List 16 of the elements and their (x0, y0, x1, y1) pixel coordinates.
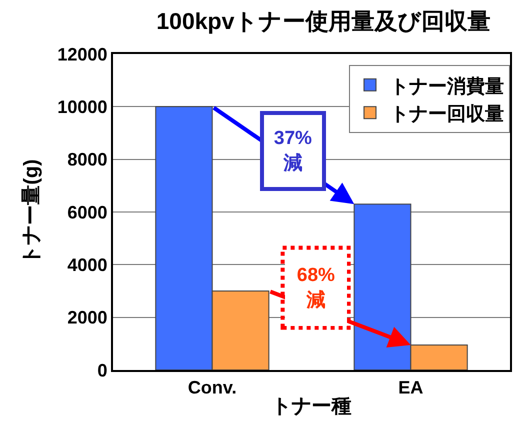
y-tick-label: 12000 (57, 44, 108, 64)
y-tick-label: 6000 (67, 202, 108, 222)
x-tick-label: Conv. (188, 378, 237, 398)
legend-label: トナー消費量 (390, 75, 504, 98)
x-axis-title: トナー種 (272, 396, 352, 418)
annotation: 37% 減 (274, 128, 312, 174)
y-tick-label: 2000 (67, 308, 108, 328)
annotation: 68% 減 (296, 265, 336, 311)
y-axis-title: トナー量(g) (20, 159, 42, 265)
x-tick-label: EA (398, 378, 424, 398)
chart-title: 100kpvトナー使用量及び回収量 (156, 8, 490, 34)
legend-label: トナー回収量 (390, 103, 504, 126)
y-tick-label: 10000 (57, 96, 108, 117)
y-tick-label: 0 (97, 360, 108, 380)
y-tick-label: 8000 (67, 150, 108, 170)
y-tick-label: 4000 (67, 254, 108, 275)
